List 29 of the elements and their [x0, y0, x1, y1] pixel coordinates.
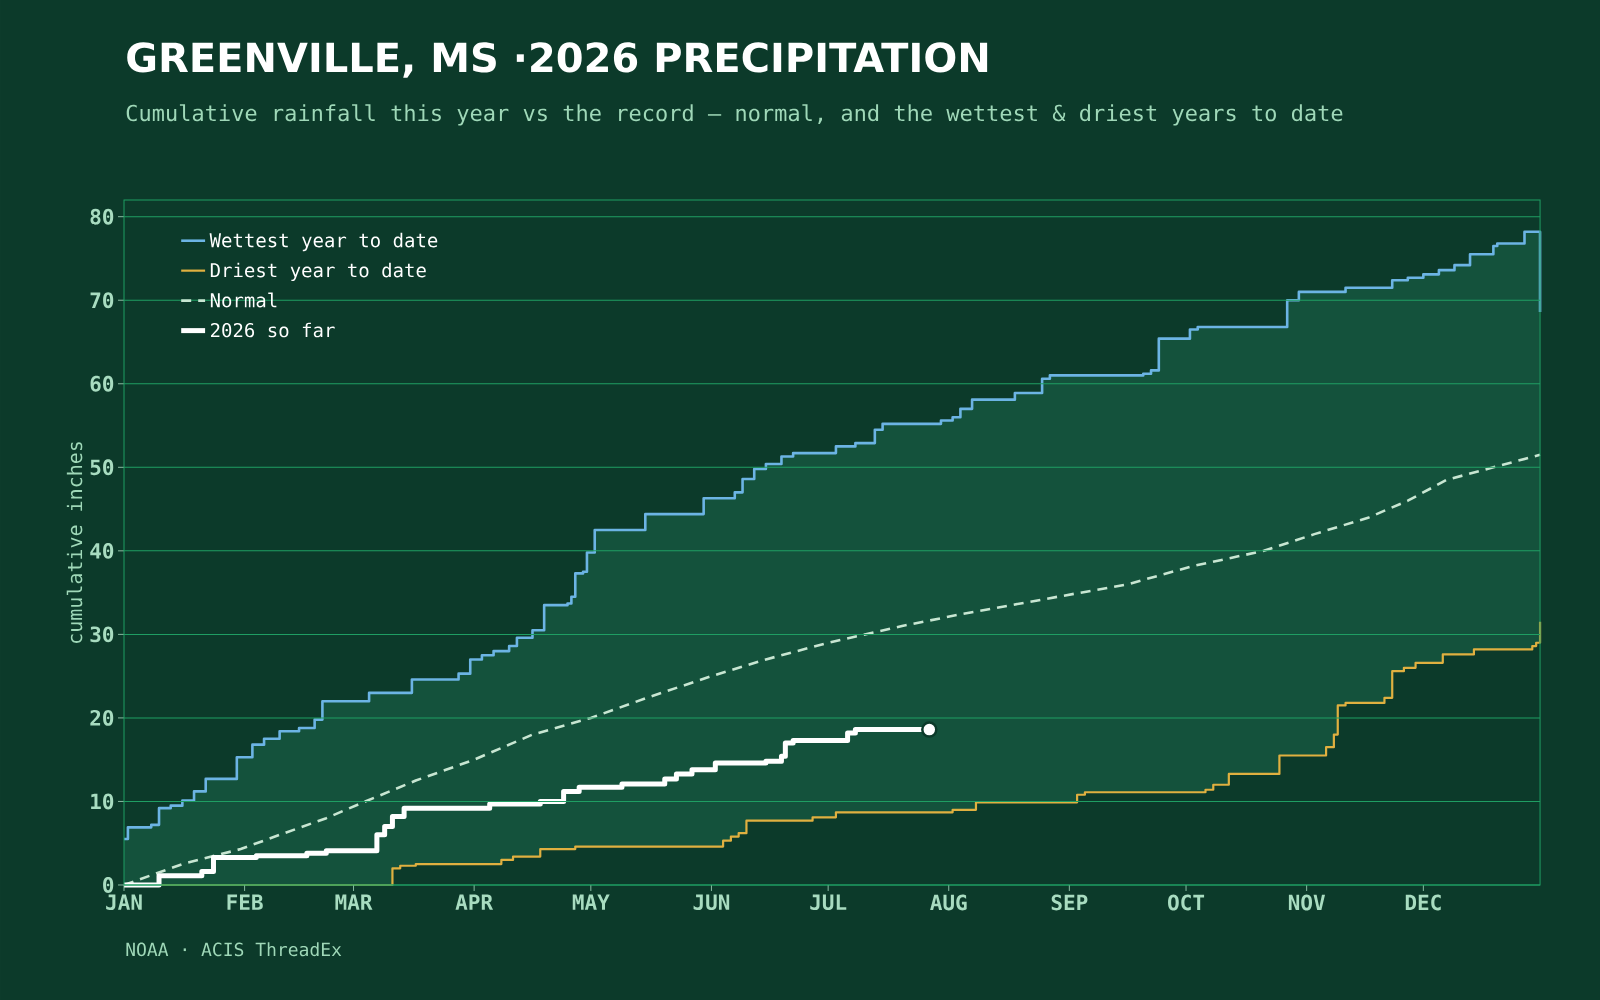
x-tick-label: JUN [693, 894, 730, 911]
chart-title: GREENVILLE, MS ·2026 PRECIPITATION [127, 42, 988, 78]
chart-subtitle: Cumulative rainfall this year vs the record — normal, and the wettest & driest years to date [126, 104, 1343, 126]
x-tick-label: APR [455, 894, 494, 910]
x-tick-label: DEC [1405, 894, 1441, 911]
y-tick-label: 0 [103, 877, 114, 893]
x-tick-label: MAY [572, 894, 610, 910]
legend-label: Normal [210, 292, 277, 308]
legend-label: Wettest year to date [209, 232, 438, 252]
x-tick-label: MAR [335, 894, 373, 910]
y-tick-label: 50 [90, 459, 114, 476]
x-tick-label: OCT [1168, 894, 1205, 911]
x-tick-label: FEB [227, 894, 263, 910]
legend-label: 2026 so far [211, 322, 335, 338]
y-tick-label: 20 [90, 709, 114, 726]
y-tick-label: 80 [90, 208, 114, 225]
y-tick-label: 10 [91, 793, 114, 810]
x-tick-label: JAN [106, 894, 142, 911]
text: NOAA · ACIS ThreadEx [126, 942, 342, 957]
x-tick-label: SEP [1051, 894, 1088, 911]
y-tick-label: 70 [90, 292, 114, 309]
x-tick-label: NOV [1288, 894, 1326, 911]
y-tick-label: 30 [90, 626, 114, 643]
y-axis-title: cumulative inches [66, 442, 83, 643]
x-tick-label: AUG [930, 894, 967, 911]
y-tick-label: 40 [90, 542, 114, 559]
y-tick-label: 60 [90, 375, 114, 392]
x-tick-label: JUL [810, 894, 847, 911]
legend-label: Driest year to date [210, 262, 426, 282]
